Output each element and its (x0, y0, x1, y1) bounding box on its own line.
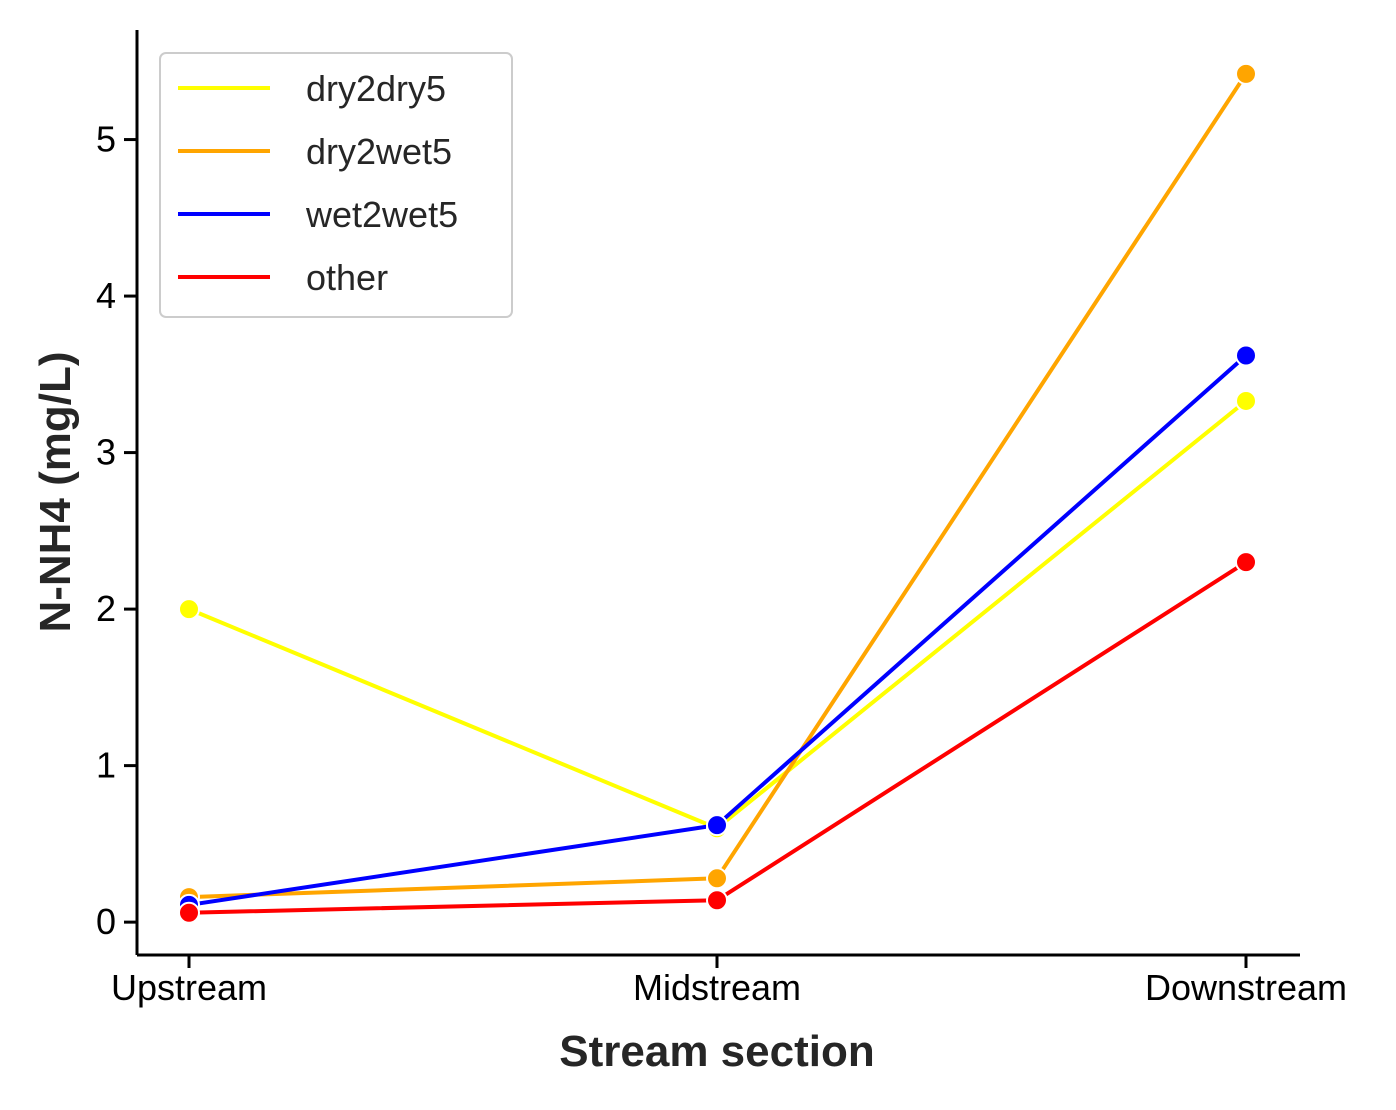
x-tick-label: Midstream (633, 967, 801, 1008)
y-ticks: 0 1 2 3 4 5 (96, 119, 137, 942)
x-tick-label: Downstream (1145, 967, 1347, 1008)
data-point-dry2dry5 (1235, 389, 1257, 412)
series-points (178, 62, 1257, 924)
legend-label-other: other (306, 257, 388, 298)
y-tick-label: 5 (96, 119, 116, 160)
y-tick-label: 1 (96, 745, 116, 786)
legend-label-dry2wet5: dry2wet5 (306, 131, 452, 172)
series-line-dry2dry5 (187, 398, 1248, 831)
y-tick-label: 3 (96, 432, 116, 473)
y-axis-title: N-NH4 (mg/L) (31, 351, 80, 632)
data-point-dry2dry5 (178, 598, 200, 621)
data-point-dry2wet5 (1235, 62, 1257, 85)
x-ticks: Upstream Midstream Downstream (111, 955, 1347, 1008)
data-point-dry2wet5 (706, 867, 728, 890)
x-tick-label: Upstream (111, 967, 267, 1008)
legend-label-wet2wet5: wet2wet5 (305, 194, 458, 235)
legend-label-dry2dry5: dry2dry5 (306, 68, 446, 109)
y-tick-label: 4 (96, 275, 116, 316)
data-point-wet2wet5 (1235, 344, 1257, 367)
legend-frame (159, 52, 513, 318)
series-line-other (187, 560, 1248, 915)
y-tick-label: 0 (96, 901, 116, 942)
x-axis-title: Stream section (559, 1027, 874, 1076)
data-point-wet2wet5 (706, 814, 728, 837)
y-tick-label: 2 (96, 588, 116, 629)
legend: dry2dry5 dry2wet5 wet2wet5 other (159, 52, 513, 318)
data-point-other (178, 901, 200, 924)
data-point-other (706, 889, 728, 912)
data-point-other (1235, 551, 1257, 574)
